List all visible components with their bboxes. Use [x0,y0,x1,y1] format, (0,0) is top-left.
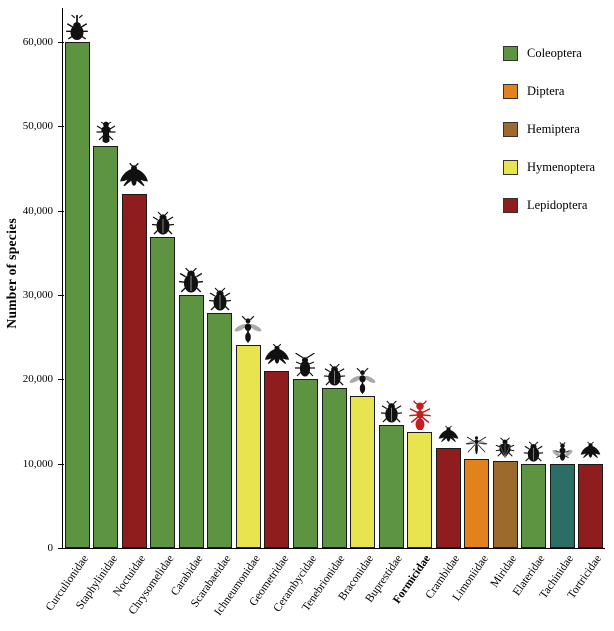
y-tick-label: 60,000 [22,35,53,48]
bar-limoniidae [464,459,490,548]
bar-elateridae [521,464,547,548]
legend-swatch [503,198,518,213]
bar-noctuidae [121,194,147,548]
legend-item-lepidoptera: Lepidoptera [503,198,595,213]
longhorn-icon [293,352,317,377]
wasp-icon [349,367,376,394]
legend-item-diptera: Diptera [503,84,595,99]
bar-formicidae [407,432,433,548]
moth-icon [119,162,149,192]
bar-buprestidae [378,425,404,548]
legend-swatch [503,122,518,137]
legend-label: Lepidoptera [527,198,588,212]
legend-label: Hemiptera [527,122,580,136]
y-tick-label: 0 [47,542,54,554]
legend-label: Coleoptera [527,46,582,60]
legend-label: Hymenoptera [527,160,596,174]
y-tick-label: 30,000 [22,288,53,301]
weevil-icon [64,14,90,40]
rove-icon [94,120,118,144]
beetle-icon [178,267,204,293]
beetle-icon [323,363,346,386]
legend-item-hemiptera: Hemiptera [503,122,595,137]
bar-carabidae [178,295,204,548]
moth-icon [580,441,601,462]
bar-cerambycidae [292,379,318,548]
beetle-icon [380,400,403,423]
x-axis-labels: Curculionidae Staphylinidae Noctuidae Chrys… [44,548,605,628]
y-tick-label: 50,000 [22,120,53,133]
y-tick-mark [58,379,64,381]
legend-swatch [503,160,518,175]
legend-swatch [503,84,518,99]
bar-chrysomelidae [150,237,176,548]
y-tick-mark [58,548,64,549]
plot-area: 0 10,000 20,000 30,000 40,000 50,000 60,000 Cu… [23,8,605,618]
y-tick-label: 40,000 [22,204,53,217]
bar-ichneumonidae [235,345,261,548]
bug-icon [494,437,516,459]
y-axis-title: Number of species [4,218,19,329]
moth-icon [264,343,290,369]
ant-icon [405,400,435,431]
y-tick-mark [58,294,64,296]
beetle-icon [151,211,175,235]
cranefly-icon [465,434,488,457]
beetle-icon [523,441,544,462]
y-tick-mark [58,126,64,128]
legend-label: Diptera [527,84,565,98]
beetle-icon [208,287,232,311]
y-tick-label: 20,000 [22,373,53,386]
bar-tortricidae [578,464,604,548]
bar-braconidae [350,396,376,548]
fly-icon [552,441,573,462]
bar-staphylinidae [93,146,119,548]
bar-geometridae [264,371,290,548]
y-tick-mark [58,41,64,43]
legend-item-hymenoptera: Hymenoptera [503,160,595,175]
legend: Coleoptera Diptera Hemiptera Hymenoptera Lep… [503,46,595,236]
bar-miridae [492,461,518,548]
wasp-icon [234,315,262,343]
bar-crambidae [435,448,461,548]
legend-item-coleoptera: Coleoptera [503,46,595,61]
y-tick-label: 10,000 [22,457,53,470]
bar-tachinidae [549,464,575,548]
y-tick-mark [58,463,64,465]
legend-swatch [503,46,518,61]
bar-scarabaeidae [207,313,233,548]
moth-icon [438,425,459,446]
bar-curculionidae [64,42,90,548]
bar-tenebrionidae [321,388,347,548]
y-tick-mark [58,210,64,212]
